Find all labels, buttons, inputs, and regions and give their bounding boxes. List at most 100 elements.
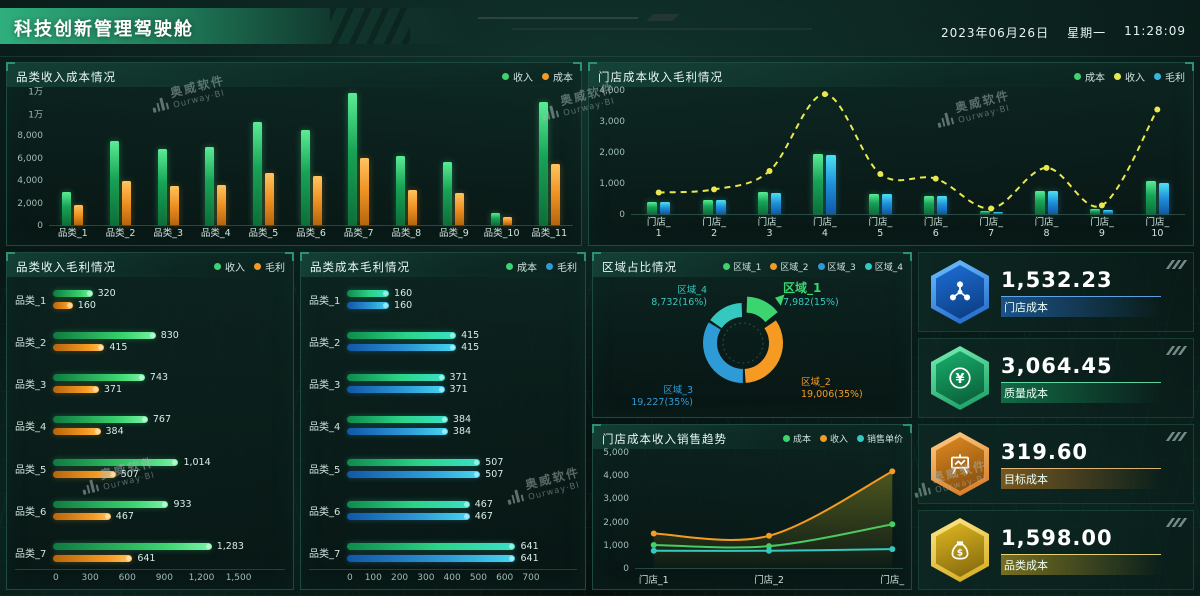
kpi-card-category-cost[interactable]: $ 1,598.00 品类成本 [918,510,1194,590]
bar-group[interactable] [631,91,686,214]
bar-group[interactable] [192,91,240,225]
legend-item[interactable]: 销售单价 [856,432,903,445]
legend-item[interactable]: 成本 [1074,69,1105,84]
kpi-card-target-cost[interactable]: 319.60 目标成本 [918,424,1194,504]
bar-毛利[interactable] [53,343,105,351]
bar-毛利[interactable] [53,470,116,478]
bar-成本[interactable] [347,289,390,297]
store-trend-chart[interactable]: 0 1,000 2,000 3,000 4,000 5,000 门店_1 门店_2 门店_ [593,448,911,589]
region-share-donut-chart[interactable]: 区域_1 7,982(15%) 区域_2 19,006(35%) 区域_3 19,227(… [593,277,911,417]
bar-group[interactable] [382,91,430,225]
legend-item[interactable]: 收入 [819,432,848,445]
legend-item[interactable]: 毛利 [254,259,285,274]
bar-group[interactable] [525,91,573,225]
bar-group[interactable] [144,91,192,225]
bar-group[interactable] [240,91,288,225]
panel-header: 区域占比情况 区域_1 区域_2 区域_3 区域_4 [593,253,911,277]
bar-成本 [813,154,824,214]
bar-毛利[interactable] [53,513,111,521]
bar-毛利[interactable] [347,301,390,309]
category-row: 品类_4 384 384 [309,414,577,437]
bar-group[interactable] [686,91,741,214]
bar-group[interactable] [908,91,963,214]
bar-group[interactable] [797,91,852,214]
bar-成本[interactable] [347,543,516,551]
kpi-card-store-cost[interactable]: 1,532.23 门店成本 [918,252,1194,332]
donut-chart-canvas[interactable] [593,277,911,417]
bar-收入[interactable] [53,374,145,382]
kpi-hexagon: $ [931,518,989,582]
bar-收入[interactable] [53,458,179,466]
category-income-cost-chart[interactable]: 0 2,000 4,000 6,000 8,000 1万 1万 品类_1 品类_2 品类_3 品类_… [7,87,581,245]
bar-group[interactable] [478,91,526,225]
bar-成本[interactable] [347,331,457,339]
category-income-profit-chart[interactable]: 品类_1 320 160 品类_2 830 415 品类_3 743 371 品类_4 767 384… [7,277,293,589]
bar-收入[interactable] [53,543,212,551]
legend-item[interactable]: 收入 [1114,69,1145,84]
legend-item[interactable]: 收入 [502,69,533,84]
bar-毛利[interactable] [53,555,133,563]
bar-group[interactable] [1130,91,1185,214]
kpi-card-quality-cost[interactable]: ¥ 3,064.45 质量成本 [918,338,1194,418]
category-cost-profit-chart[interactable]: 品类_1 160 160 品类_2 415 415 品类_3 371 371 品类_4 384 384… [301,277,585,589]
bar-收入[interactable] [53,501,169,509]
bar-毛利[interactable] [347,555,516,563]
legend-label: 区域_2 [780,263,809,273]
chart-legend: 成本 收入 毛利 [1074,69,1185,84]
bar-毛利[interactable] [347,386,445,394]
bar-收入[interactable] [53,331,156,339]
bar-group[interactable] [742,91,797,214]
bar-group[interactable] [335,91,383,225]
bar-毛利[interactable] [347,513,470,521]
bar-成本[interactable] [347,374,445,382]
category-row: 品类_6 933 467 [15,499,285,522]
legend-item[interactable]: 收入 [214,259,245,274]
legend-item[interactable]: 区域_1 [723,260,761,273]
x-tick-label: 1,200 [188,573,215,583]
legend-item[interactable]: 成本 [506,259,537,274]
bar-收入[interactable] [53,289,93,297]
legend-item[interactable]: 成本 [782,432,811,445]
bar-毛利 [826,154,837,214]
bar-group[interactable] [1019,91,1074,214]
legend-item[interactable]: 区域_3 [817,260,856,273]
bar-毛利[interactable] [53,386,99,394]
y-axis: 0 1,000 2,000 3,000 4,000 5,000 [595,448,635,574]
y-tick-label: 1,000 [603,540,629,551]
category-label: 品类_6 [15,507,47,519]
bar-group[interactable] [1074,91,1129,214]
legend-item[interactable]: 毛利 [546,259,577,274]
store-cost-income-profit-chart[interactable]: 0 1,000 2,000 3,000 4,000 门店_ 1 门店_ 2 门店_ 3 门店_ 4 门店_… [589,86,1193,245]
bar-group[interactable] [287,91,335,225]
legend-item[interactable]: 毛利 [1154,69,1185,84]
legend-item[interactable]: 区域_2 [770,260,809,273]
legend-label: 收入 [513,73,533,84]
bar-group[interactable] [963,91,1018,214]
chart-legend: 收入 成本 [502,69,573,84]
bar-毛利 [660,202,671,214]
bar-group[interactable] [853,91,908,214]
bar-毛利[interactable] [53,428,101,436]
bar-成本[interactable] [347,458,481,466]
bar-group[interactable] [49,91,97,225]
bar-成本 [1090,209,1101,214]
legend-dot [542,73,549,80]
bar-毛利[interactable] [347,428,448,436]
bar-成本[interactable] [347,501,470,509]
donut-label-name: 区域_1 [783,281,822,295]
corner-slashes-decoration [1165,432,1188,441]
bar-毛利[interactable] [53,301,73,309]
bar-收入[interactable] [53,416,148,424]
legend-item[interactable]: 区域_4 [864,260,903,273]
legend-label: 毛利 [265,263,285,274]
time-text: 11:28:09 [1124,24,1186,38]
bar-group[interactable] [97,91,145,225]
bar-毛利[interactable] [347,343,457,351]
legend-item[interactable]: 成本 [542,69,573,84]
bar-成本[interactable] [347,416,448,424]
y-axis: 0 1,000 2,000 3,000 4,000 [591,86,631,220]
bar-group[interactable] [430,91,478,225]
bar-毛利[interactable] [347,470,481,478]
header-decoration [512,28,812,30]
bar-毛利 [1103,209,1114,214]
